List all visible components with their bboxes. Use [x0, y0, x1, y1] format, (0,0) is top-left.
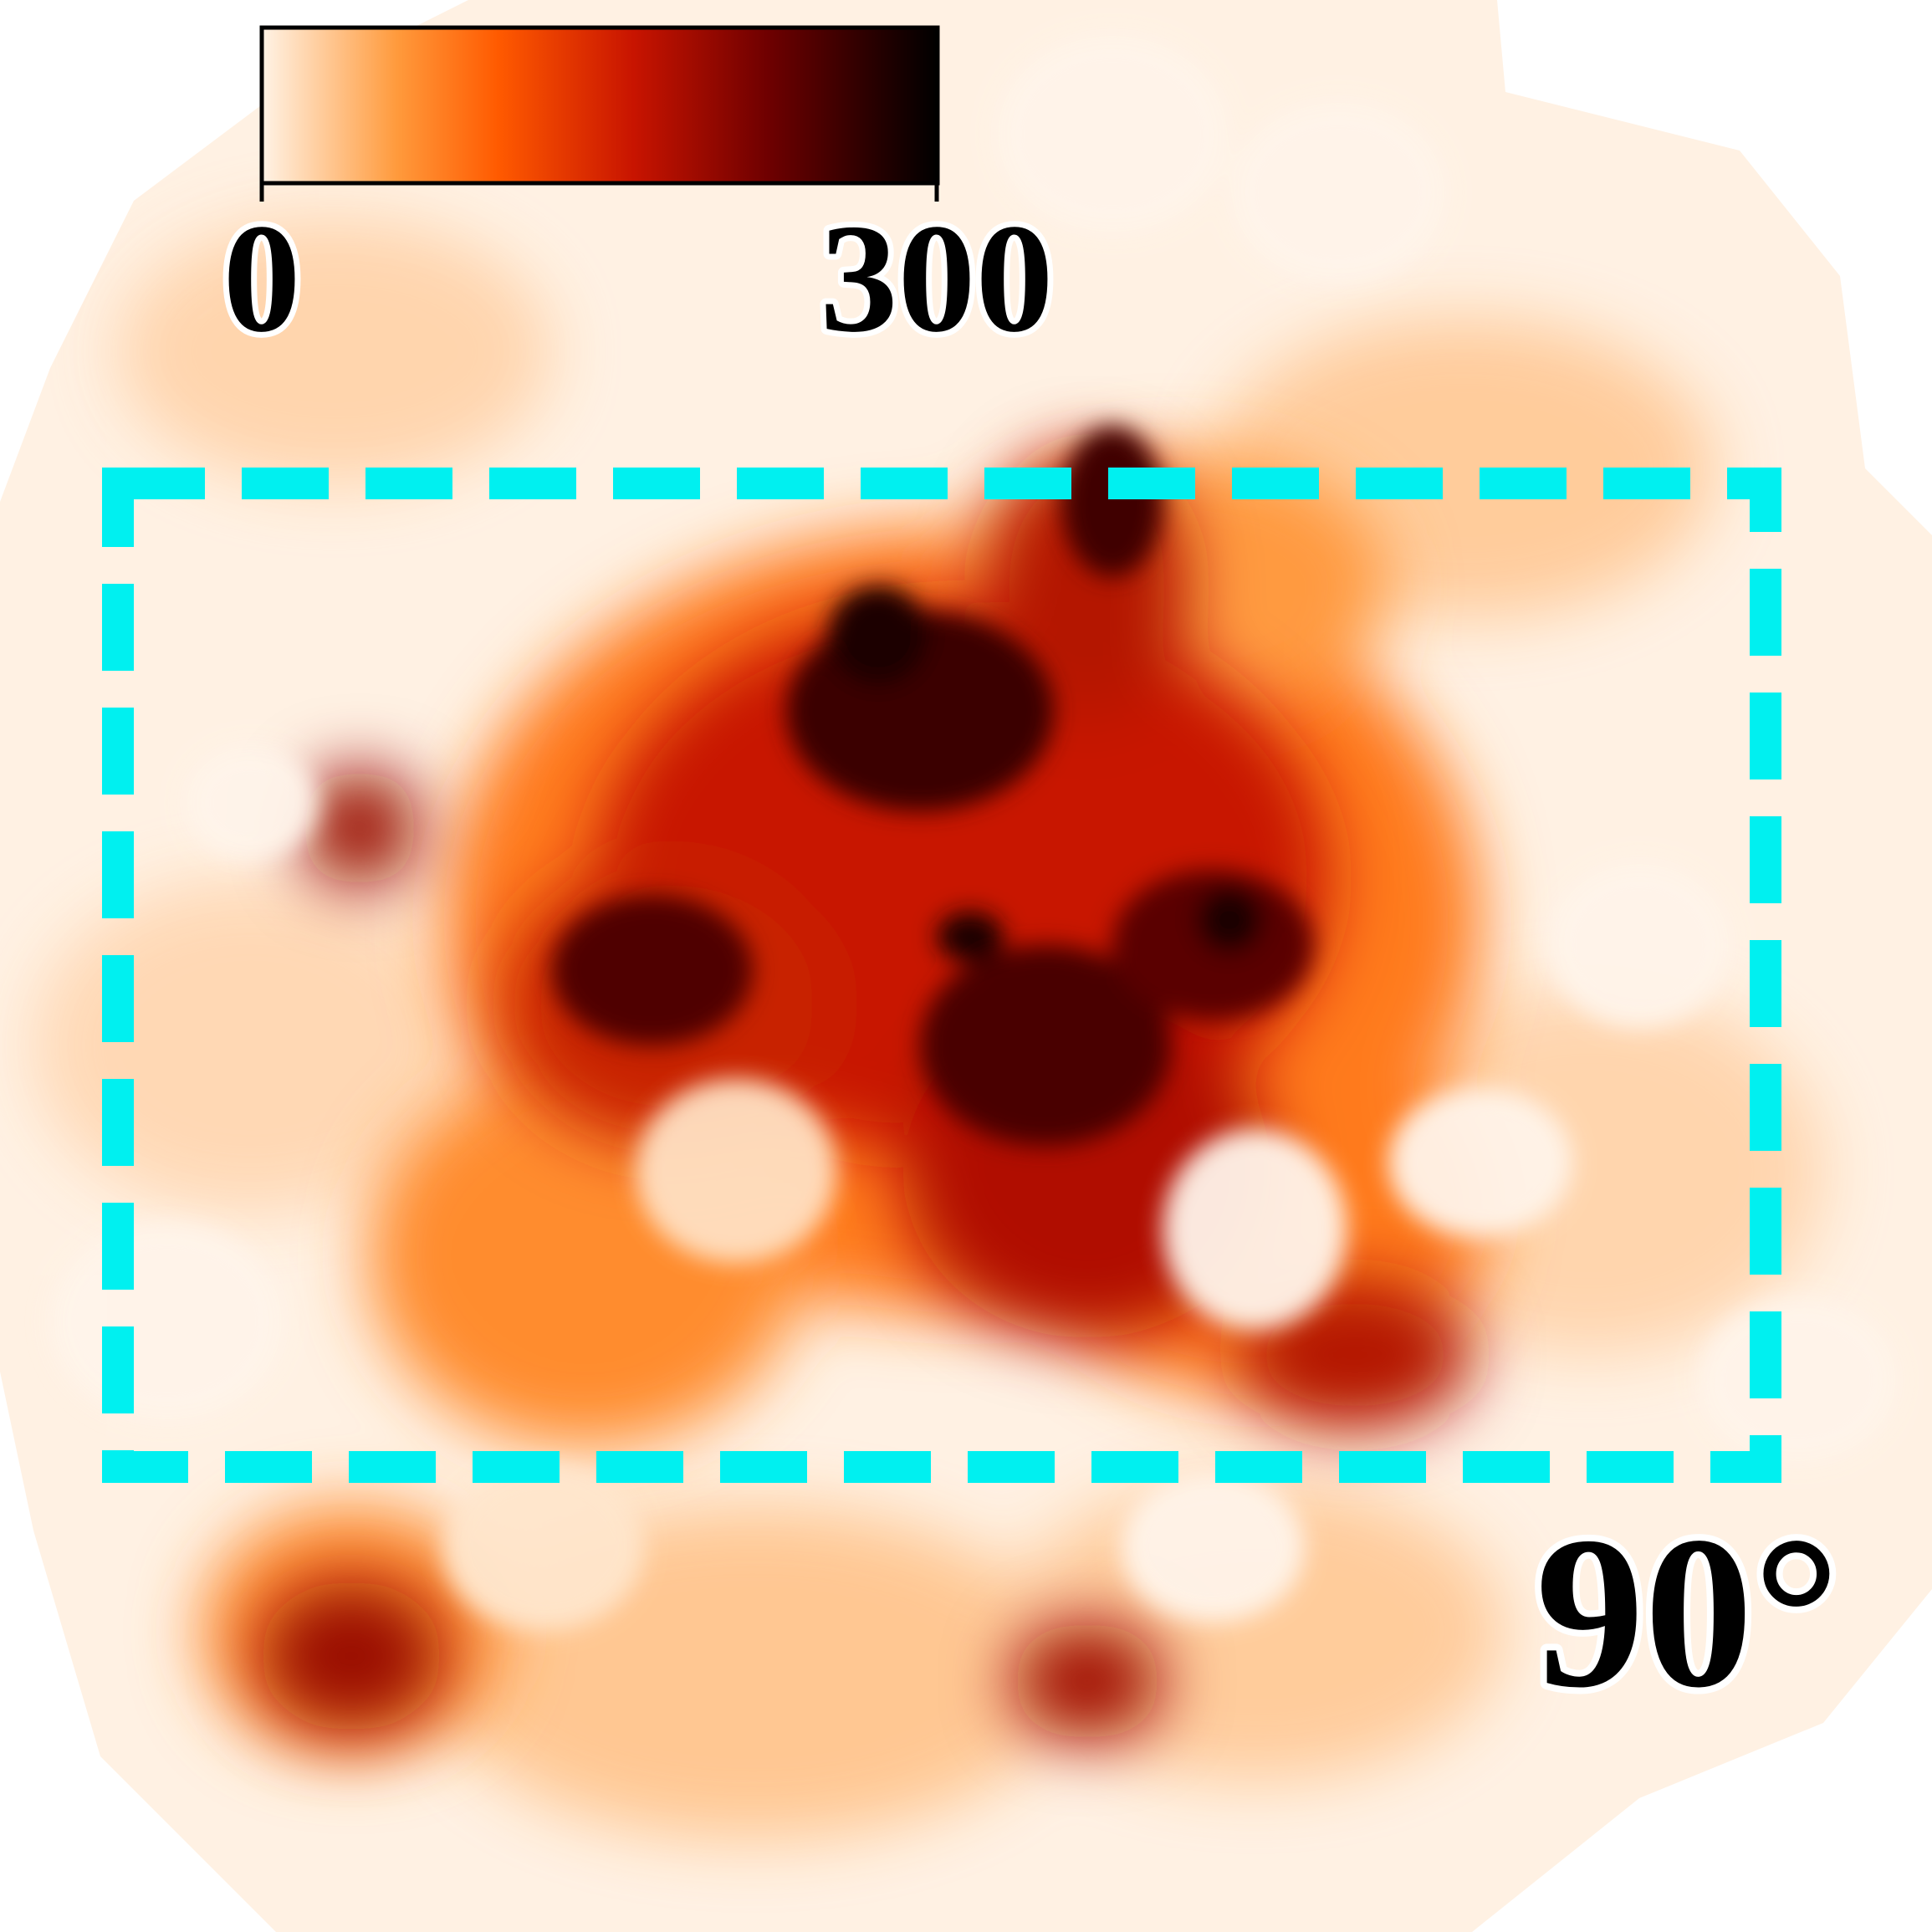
map-core-peaks [552, 427, 1313, 1146]
colorbar: 0 300 [217, 25, 1060, 371]
colorbar-max-label: 300 [820, 192, 1054, 365]
angle-label: 90° [1536, 1492, 1840, 1733]
dashed-highlight-box [102, 468, 1781, 1483]
colorbar-gradient-bar [259, 25, 940, 186]
map-light-bubbles [50, 33, 1899, 1631]
colorbar-min-label: 0 [223, 192, 301, 365]
